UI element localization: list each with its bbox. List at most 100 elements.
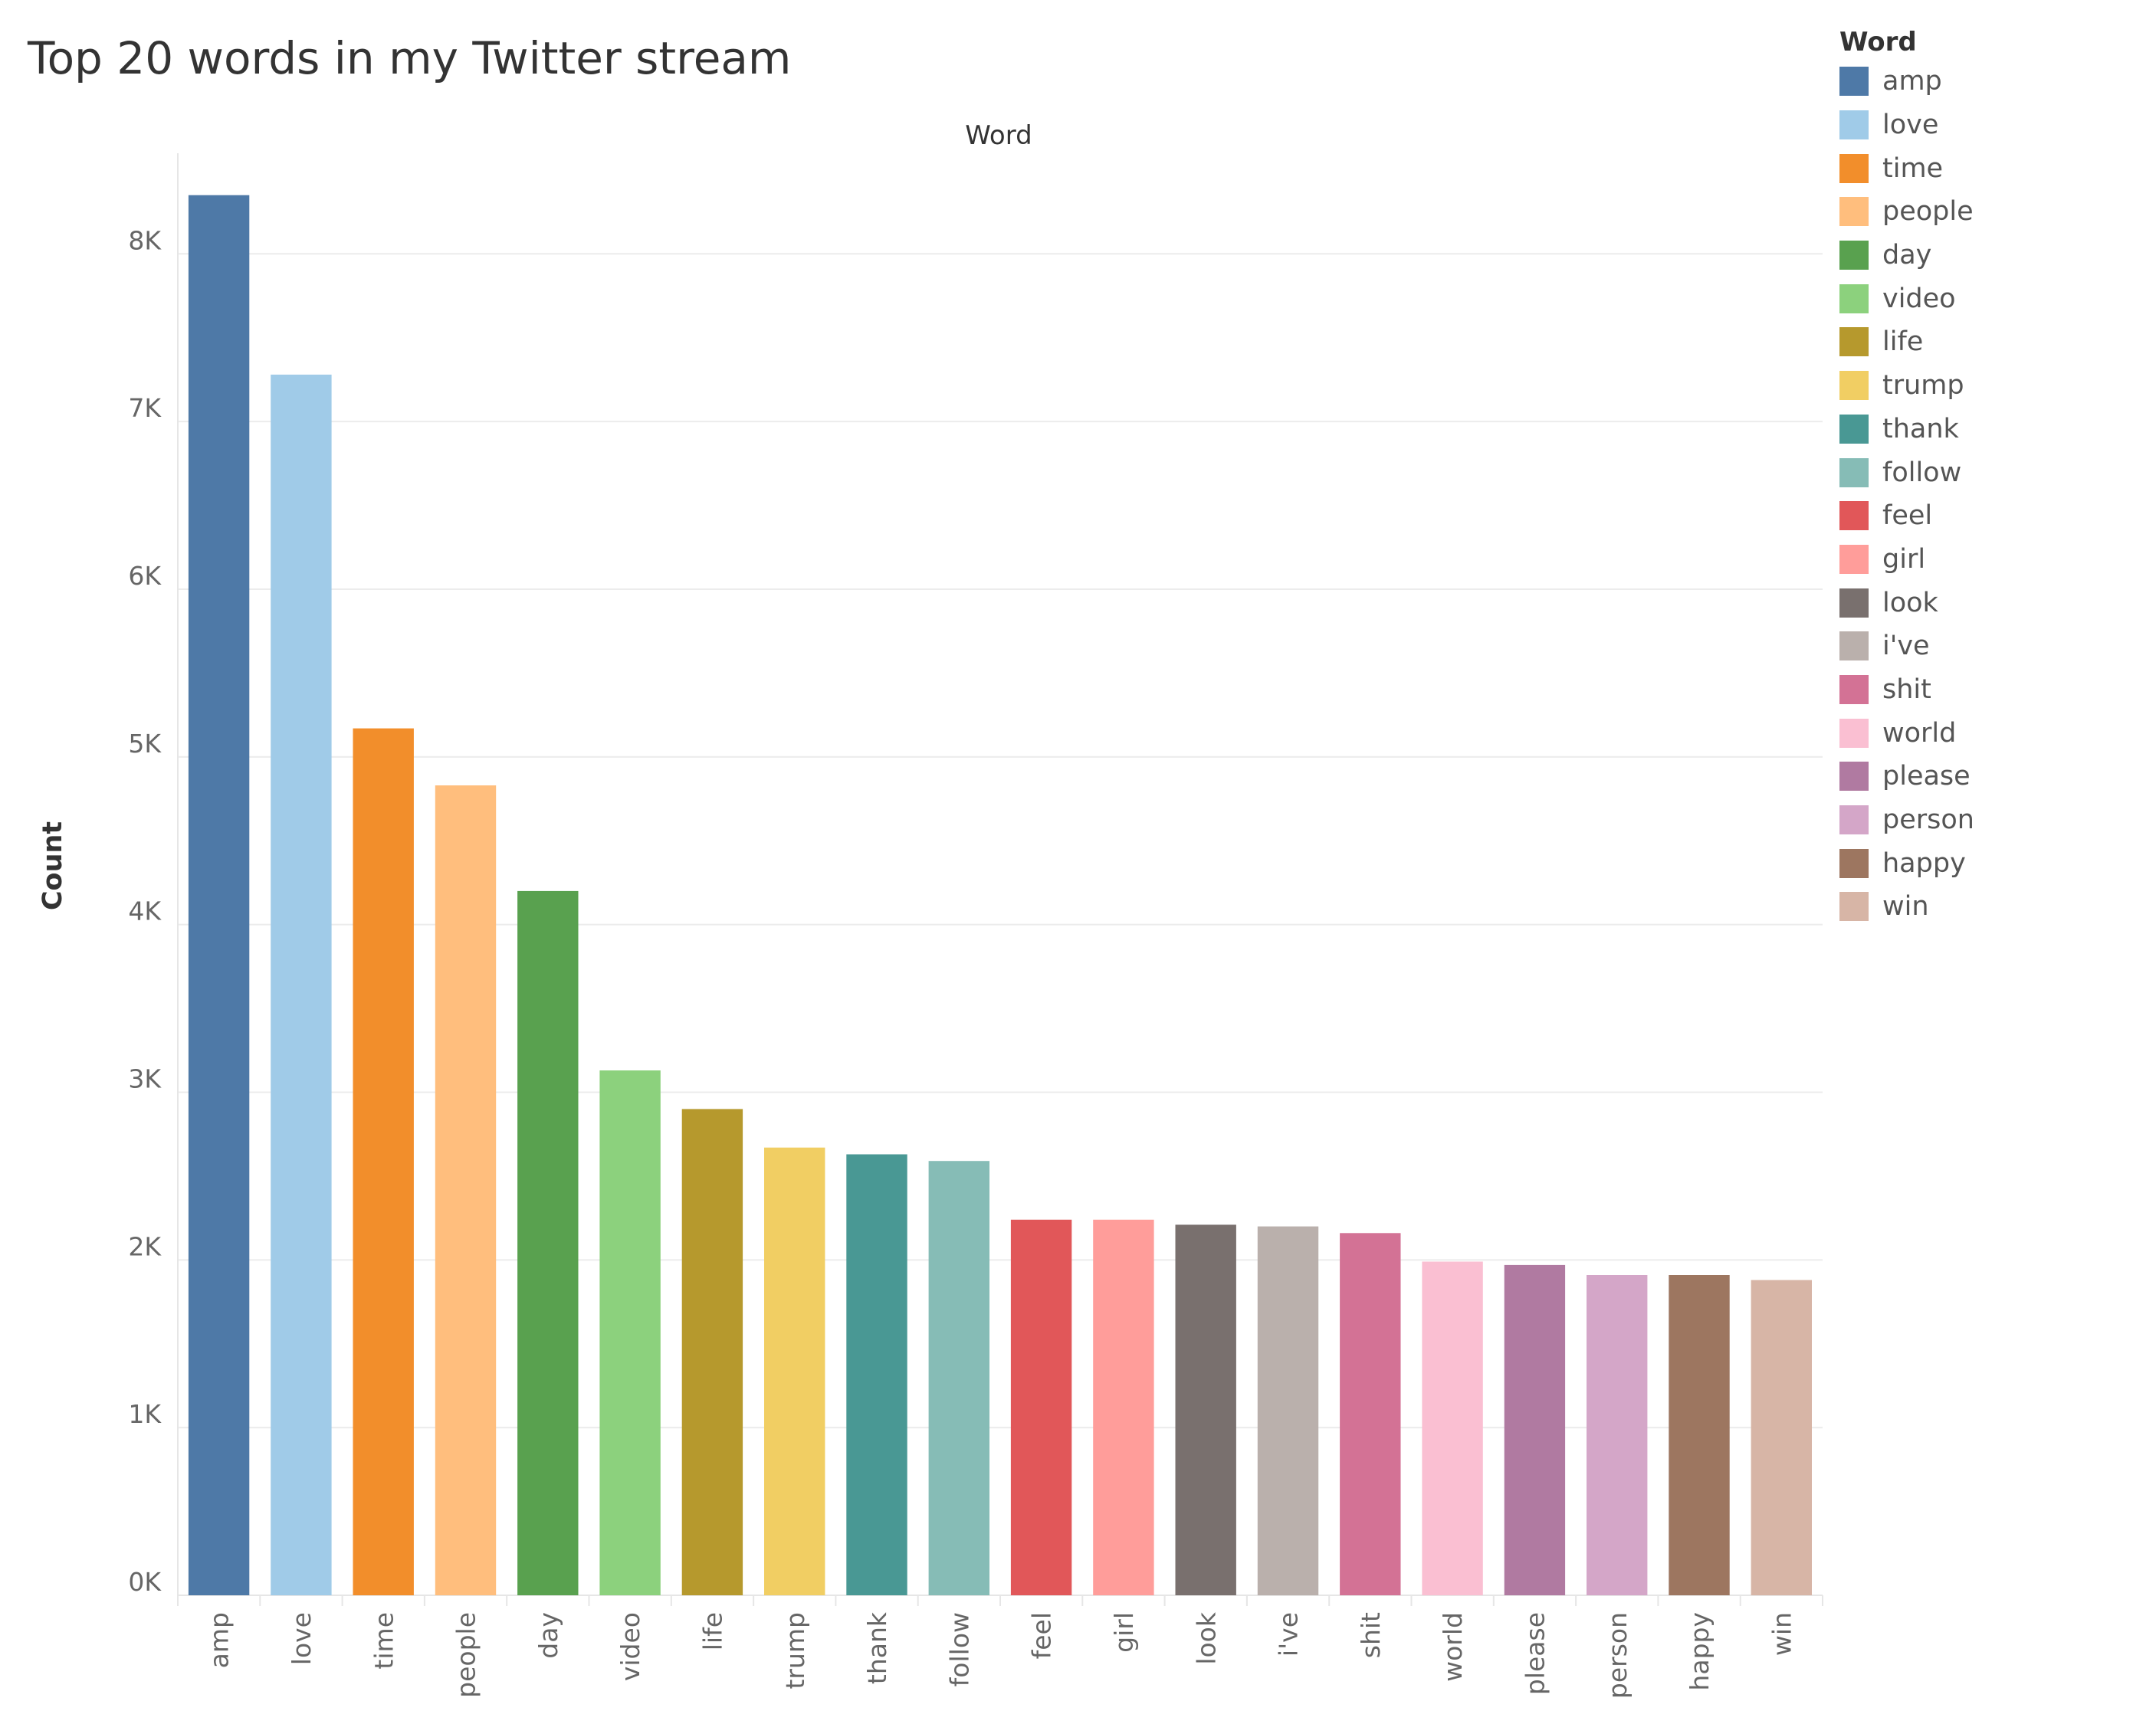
x-tick-label: shit — [1356, 1612, 1386, 1658]
x-tick-label: i've — [1274, 1612, 1304, 1657]
legend-swatch — [1839, 588, 1869, 618]
legend-item[interactable]: happy — [1839, 841, 2146, 885]
legend-item[interactable]: person — [1839, 798, 2146, 842]
y-tick-label: 5K — [128, 729, 162, 759]
legend-swatch — [1839, 284, 1869, 313]
y-tick-label: 6K — [128, 561, 162, 591]
legend-item[interactable]: time — [1839, 146, 2146, 190]
bar-life — [681, 1109, 743, 1595]
legend-item[interactable]: people — [1839, 190, 2146, 234]
legend-item[interactable]: video — [1839, 277, 2146, 320]
bar-look — [1175, 1224, 1236, 1595]
legend-item[interactable]: world — [1839, 711, 2146, 755]
x-tick-labels: amp love time people day video life trump thank f… — [205, 1611, 1797, 1699]
x-tick-label: follow — [944, 1612, 974, 1686]
legend-items: amp love time people day video life trump thank f… — [1839, 60, 2146, 929]
legend-swatch — [1839, 674, 1869, 704]
legend-label: girl — [1882, 543, 1926, 575]
bar-win — [1751, 1280, 1812, 1595]
bar-thank — [846, 1154, 907, 1595]
legend-label: person — [1882, 805, 1974, 836]
legend-label: time — [1882, 152, 1944, 184]
chart-title: Top 20 words in my Twitter stream — [28, 32, 792, 84]
bar-world — [1422, 1261, 1483, 1595]
legend-swatch — [1839, 241, 1869, 270]
legend-item[interactable]: amp — [1839, 60, 2146, 103]
gridlines — [178, 253, 1823, 1429]
legend-label: look — [1882, 587, 1938, 618]
legend-item[interactable]: day — [1839, 234, 2146, 277]
x-tick-label: life — [697, 1612, 727, 1650]
bar-love — [271, 374, 332, 1595]
bar-day — [517, 890, 579, 1595]
x-tick-label: video — [615, 1612, 645, 1681]
legend-label: trump — [1882, 370, 1964, 402]
legend-item[interactable]: look — [1839, 581, 2146, 624]
legend-item[interactable]: thank — [1839, 408, 2146, 451]
x-tick-label: thank — [862, 1611, 892, 1684]
bar-follow — [928, 1161, 989, 1595]
legend-swatch — [1839, 501, 1869, 531]
legend-item[interactable]: win — [1839, 885, 2146, 929]
legend-label: follow — [1882, 457, 1962, 488]
legend-item[interactable]: follow — [1839, 451, 2146, 494]
x-tick-label: people — [451, 1612, 481, 1698]
legend-label: people — [1882, 196, 1974, 228]
legend-swatch — [1839, 718, 1869, 748]
bar-please — [1504, 1264, 1566, 1595]
legend-item[interactable]: love — [1839, 103, 2146, 147]
x-tick-label: world — [1438, 1612, 1468, 1682]
legend-item[interactable]: shit — [1839, 668, 2146, 712]
bars — [188, 195, 1812, 1596]
x-tick-label: look — [1191, 1611, 1221, 1665]
legend: Word amp love time people day video life trump t… — [1839, 25, 2146, 929]
bar-person — [1587, 1275, 1648, 1595]
x-tick-label: girl — [1109, 1612, 1139, 1653]
legend-swatch — [1839, 762, 1869, 792]
legend-label: win — [1882, 891, 1929, 923]
x-tick-label: happy — [1685, 1612, 1715, 1691]
bar-feel — [1010, 1219, 1072, 1595]
legend-item[interactable]: girl — [1839, 538, 2146, 582]
legend-item[interactable]: i've — [1839, 624, 2146, 668]
legend-label: thank — [1882, 413, 1959, 444]
bar-happy — [1669, 1275, 1730, 1595]
legend-swatch — [1839, 67, 1869, 97]
x-tick-label: time — [369, 1612, 399, 1670]
legend-swatch — [1839, 544, 1869, 574]
bar-video — [599, 1070, 661, 1595]
y-axis-title: Count — [38, 821, 68, 910]
legend-label: happy — [1882, 847, 1966, 879]
legend-item[interactable]: life — [1839, 320, 2146, 364]
x-tick-label: person — [1603, 1612, 1633, 1699]
legend-swatch — [1839, 153, 1869, 183]
y-tick-label: 1K — [128, 1399, 162, 1429]
bar-shit — [1340, 1233, 1401, 1595]
y-tick-label: 3K — [128, 1064, 162, 1093]
legend-label: world — [1882, 717, 1957, 749]
y-tick-label: 2K — [128, 1231, 162, 1261]
bar-people — [435, 785, 497, 1595]
legend-label: amp — [1882, 66, 1942, 97]
x-tick-label: trump — [780, 1612, 810, 1690]
legend-swatch — [1839, 414, 1869, 444]
x-tick-label: feel — [1027, 1612, 1057, 1659]
legend-swatch — [1839, 805, 1869, 835]
legend-label: video — [1882, 283, 1956, 314]
legend-label: love — [1882, 110, 1939, 141]
x-tick-label: please — [1521, 1612, 1551, 1695]
y-tick-label: 7K — [128, 393, 162, 423]
legend-label: feel — [1882, 500, 1933, 532]
bar-time — [353, 728, 414, 1595]
bar-trump — [764, 1147, 825, 1595]
legend-label: i've — [1882, 631, 1930, 662]
legend-swatch — [1839, 631, 1869, 661]
legend-label: day — [1882, 240, 1932, 271]
legend-item[interactable]: feel — [1839, 494, 2146, 538]
legend-item[interactable]: trump — [1839, 364, 2146, 408]
legend-swatch — [1839, 457, 1869, 487]
legend-item[interactable]: please — [1839, 755, 2146, 798]
x-tick-label: love — [287, 1612, 317, 1665]
legend-label: life — [1882, 326, 1924, 358]
